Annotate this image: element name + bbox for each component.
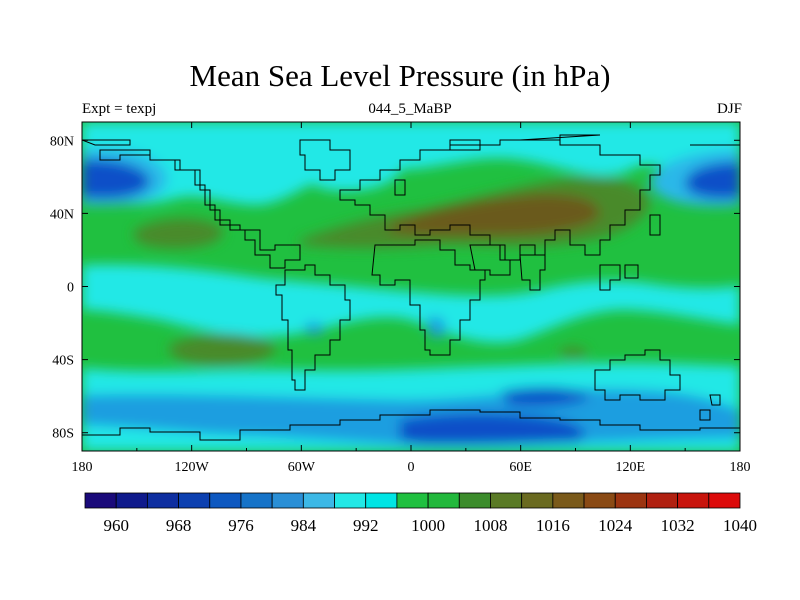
field-region-pacific-high — [133, 218, 223, 249]
field-region-asian-high — [390, 194, 600, 236]
x-tick-label: 120W — [175, 460, 210, 475]
field-region-pacific-low — [82, 159, 150, 199]
colorbar-label: 1016 — [536, 516, 570, 535]
colorbar-swatch — [490, 492, 523, 509]
period-label: 044_5_MaBP — [368, 101, 452, 117]
field-region-arctic — [82, 122, 740, 205]
field-region-south-indian-low — [500, 387, 590, 407]
x-tick-label: 60W — [288, 460, 316, 475]
colorbar-swatch — [209, 492, 242, 509]
coastline-new-zealand — [699, 394, 721, 421]
colorbar-swatch — [115, 492, 148, 509]
colorbar-swatch — [583, 492, 616, 509]
coastline-antarctica — [82, 409, 740, 441]
experiment-label: Expt = texpj — [82, 101, 157, 117]
colorbar-swatch — [84, 492, 117, 509]
coastline-arabia — [469, 244, 511, 276]
coastline-greenland — [299, 139, 351, 181]
colorbar: 960 968 976 984 992 1000 1008 1016 1024 1032 1040 — [84, 492, 757, 535]
field-region-circumpolar-low-deep — [400, 413, 585, 451]
colorbar-swatch — [427, 492, 460, 509]
x-tick-label: 0 — [408, 460, 415, 475]
colorbar-label: 1000 — [411, 516, 445, 535]
y-tick-label: 80N — [50, 134, 74, 149]
colorbar-label: 984 — [291, 516, 317, 535]
pressure-field — [82, 122, 740, 451]
colorbar-swatch — [334, 492, 367, 509]
x-axis: 180 120W 60W 0 60E 120E 180 — [72, 122, 751, 475]
colorbar-label: 968 — [166, 516, 192, 535]
colorbar-swatch — [614, 492, 647, 509]
field-region-south-pacific-high — [169, 333, 276, 366]
y-tick-label: 40N — [50, 207, 74, 222]
coastline-north-america — [99, 149, 301, 269]
colorbar-swatch — [271, 492, 304, 509]
colorbar-swatch — [552, 492, 585, 509]
colorbar-label: 1008 — [473, 516, 507, 535]
coastline-india — [519, 254, 546, 291]
field-region-atlantic-low — [685, 162, 740, 199]
field-region-africa-low — [428, 316, 446, 338]
colorbar-label: 976 — [228, 516, 254, 535]
coastline-uk — [394, 179, 406, 196]
x-tick-label: 180 — [72, 460, 93, 475]
season-label: DJF — [716, 101, 742, 117]
colorbar-label: 1024 — [598, 516, 633, 535]
x-tick-label: 120E — [616, 460, 646, 475]
x-tick-label: 180 — [730, 460, 751, 475]
coastline-africa — [371, 239, 486, 356]
coastline-europe-asia — [339, 139, 661, 261]
field-region-sa-low — [305, 322, 324, 335]
field-region-south-atlantic-high — [560, 347, 588, 358]
colorbar-swatch — [677, 492, 710, 509]
colorbar-label: 1040 — [723, 516, 757, 535]
field-region-arctic-extra — [296, 144, 402, 191]
colorbar-swatch — [178, 492, 211, 509]
coastline-se-asia — [599, 264, 639, 291]
y-tick-label: 80S — [52, 427, 74, 442]
coastline-japan — [649, 214, 661, 236]
chart-title: Mean Sea Level Pressure (in hPa) — [189, 58, 611, 93]
colorbar-label: 1032 — [661, 516, 695, 535]
colorbar-swatch — [521, 492, 554, 509]
colorbar-label: 960 — [103, 516, 129, 535]
colorbar-swatch — [708, 492, 741, 509]
field-region-antarctic — [82, 431, 740, 451]
coastlines — [82, 134, 740, 441]
colorbar-swatch — [396, 492, 429, 509]
y-axis: 80N 40N 0 40S 80S — [50, 134, 740, 442]
colorbar-swatch — [146, 492, 179, 509]
coastline-arctic-islands — [82, 134, 740, 151]
x-tick-label: 60E — [509, 460, 532, 475]
coastline-south-america — [275, 264, 351, 391]
colorbar-swatch — [240, 492, 273, 509]
y-tick-label: 0 — [67, 281, 74, 296]
colorbar-swatch — [365, 492, 398, 509]
colorbar-label: 992 — [353, 516, 379, 535]
colorbar-swatch — [646, 492, 679, 509]
colorbar-swatch — [302, 492, 335, 509]
field-region-equator — [82, 264, 740, 343]
y-tick-label: 40S — [52, 354, 74, 369]
colorbar-swatch — [458, 492, 491, 509]
coastline-australia — [594, 349, 681, 401]
